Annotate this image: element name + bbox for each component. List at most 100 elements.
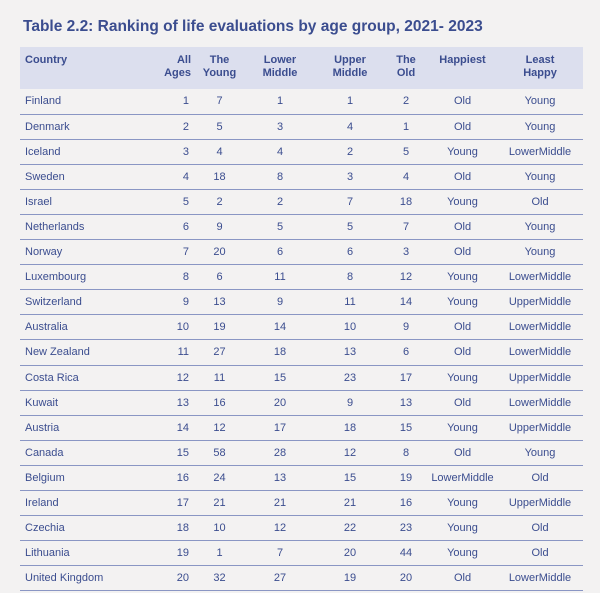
- cell-all-ages: 2: [182, 120, 189, 133]
- cell-least-happy: Young: [524, 170, 556, 183]
- table-row: Sweden 4 18 8 3 4 Old Young: [20, 164, 583, 190]
- cell-least-happy: Young: [524, 446, 556, 459]
- cell-all-ages: 7: [182, 246, 189, 259]
- cell-all-ages: 14: [176, 421, 189, 434]
- cell-all-ages: 20: [176, 572, 189, 585]
- cell-all-ages: 1: [182, 95, 189, 108]
- cell-country: Denmark: [25, 120, 70, 133]
- cell-upper-middle: 6: [346, 246, 354, 259]
- cell-the-old: 17: [399, 371, 413, 384]
- table-row: Denmark 2 5 3 4 1 Old Young: [20, 114, 583, 140]
- cell-country: Finland: [25, 95, 62, 108]
- cell-the-old: 1: [402, 120, 410, 133]
- cell-upper-middle: 22: [343, 522, 357, 535]
- header-the-young: The Young: [202, 54, 237, 79]
- cell-least-happy: LowerMiddle: [508, 396, 572, 409]
- cell-lower-middle: 8: [276, 170, 284, 183]
- table-row: United Kingdom 20 32 27 19 20 Old LowerMiddle: [20, 566, 583, 591]
- cell-upper-middle: 21: [343, 497, 357, 510]
- cell-happiest: Old: [453, 120, 472, 133]
- cell-happiest: Old: [453, 572, 472, 585]
- cell-the-old: 19: [399, 471, 413, 484]
- cell-happiest: Old: [453, 170, 472, 183]
- cell-all-ages: 15: [176, 446, 189, 459]
- cell-lower-middle: 11: [274, 271, 286, 284]
- cell-the-old: 5: [402, 145, 410, 158]
- cell-least-happy: LowerMiddle: [508, 321, 572, 334]
- cell-upper-middle: 7: [346, 195, 354, 208]
- cell-the-old: 4: [402, 170, 410, 183]
- table-body: Finland 1 7 1 1 2 Old Young Denmark 2 5 3 4 1 Old Young…: [20, 89, 583, 591]
- cell-happiest: Young: [447, 522, 478, 535]
- cell-lower-middle: 18: [273, 346, 287, 359]
- cell-all-ages: 3: [182, 145, 189, 158]
- cell-lower-middle: 3: [276, 120, 284, 133]
- cell-happiest: Young: [447, 271, 478, 284]
- cell-country: Ireland: [25, 497, 59, 510]
- header-all-ages: All Ages: [164, 54, 191, 79]
- cell-lower-middle: 5: [276, 221, 284, 234]
- header-country: Country: [25, 54, 68, 66]
- cell-the-young: 6: [216, 271, 223, 284]
- cell-the-young: 19: [213, 321, 226, 334]
- cell-upper-middle: 5: [346, 221, 354, 234]
- cell-lower-middle: 1: [276, 95, 284, 108]
- cell-all-ages: 17: [176, 497, 189, 510]
- cell-the-old: 9: [402, 321, 410, 334]
- cell-all-ages: 10: [176, 321, 189, 334]
- table-row: Iceland 3 4 4 2 5 Young LowerMiddle: [20, 139, 583, 165]
- cell-happiest: Old: [453, 246, 472, 259]
- cell-lower-middle: 7: [276, 547, 284, 560]
- cell-country: Australia: [25, 321, 68, 334]
- cell-the-young: 5: [216, 120, 223, 133]
- cell-upper-middle: 13: [343, 346, 357, 359]
- cell-lower-middle: 20: [273, 396, 287, 409]
- cell-country: Costa Rica: [25, 371, 79, 384]
- cell-happiest: Young: [447, 421, 478, 434]
- table-row: Australia 10 19 14 10 9 Old LowerMiddle: [20, 315, 583, 340]
- cell-upper-middle: 18: [343, 421, 357, 434]
- table-row: Costa Rica 12 11 15 23 17 Young UpperMiddle: [20, 365, 583, 391]
- table-row: Netherlands 6 9 5 5 7 Old Young: [20, 214, 583, 240]
- cell-least-happy: UpperMiddle: [508, 421, 572, 434]
- cell-happiest: Old: [453, 346, 472, 359]
- cell-country: Austria: [25, 421, 60, 434]
- cell-the-young: 32: [213, 572, 226, 585]
- cell-happiest: Old: [453, 396, 472, 409]
- cell-all-ages: 18: [176, 522, 189, 535]
- cell-happiest: LowerMiddle: [431, 471, 494, 484]
- cell-least-happy: LowerMiddle: [508, 572, 572, 585]
- cell-country: Netherlands: [25, 221, 85, 234]
- cell-the-young: 24: [213, 471, 226, 484]
- table-row: Switzerland 9 13 9 11 14 Young UpperMiddle: [20, 290, 583, 315]
- cell-lower-middle: 4: [276, 145, 284, 158]
- cell-happiest: Young: [447, 195, 478, 208]
- cell-the-old: 13: [399, 396, 413, 409]
- table-row: Norway 7 20 6 6 3 Old Young: [20, 240, 583, 265]
- cell-least-happy: Old: [531, 195, 549, 208]
- cell-lower-middle: 13: [273, 471, 287, 484]
- cell-happiest: Young: [447, 145, 478, 158]
- cell-country: Israel: [25, 195, 52, 208]
- cell-lower-middle: 21: [273, 497, 287, 510]
- cell-least-happy: Old: [531, 547, 549, 560]
- cell-lower-middle: 17: [273, 421, 287, 434]
- table-row: Canada 15 58 28 12 8 Old Young: [20, 440, 583, 466]
- cell-the-old: 3: [402, 246, 410, 259]
- cell-the-old: 18: [399, 195, 413, 208]
- header-least-happy: Least Happy: [523, 54, 557, 79]
- cell-lower-middle: 2: [276, 195, 284, 208]
- cell-the-old: 2: [402, 95, 410, 108]
- cell-the-old: 7: [402, 221, 410, 234]
- cell-upper-middle: 23: [343, 371, 357, 384]
- cell-least-happy: Young: [524, 95, 556, 108]
- cell-the-old: 44: [399, 547, 413, 560]
- cell-upper-middle: 2: [346, 145, 354, 158]
- table-row: Luxembourg 8 6 11 8 12 Young LowerMiddle: [20, 265, 583, 290]
- cell-all-ages: 12: [176, 371, 189, 384]
- cell-country: Lithuania: [25, 547, 70, 560]
- cell-the-old: 6: [402, 346, 410, 359]
- cell-the-young: 11: [213, 371, 226, 384]
- table-row: Czechia 18 10 12 22 23 Young Old: [20, 516, 583, 541]
- cell-upper-middle: 15: [343, 471, 357, 484]
